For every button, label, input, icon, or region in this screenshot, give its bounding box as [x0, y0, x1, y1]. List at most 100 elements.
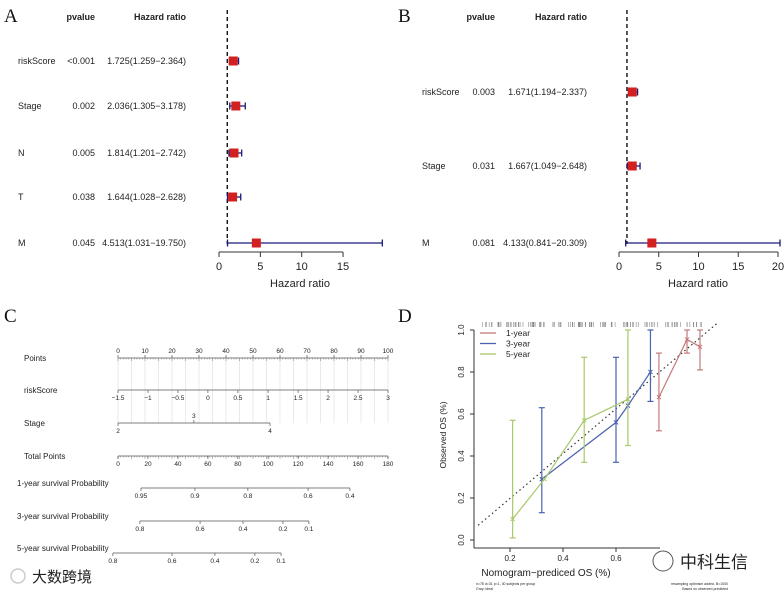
nomogram-tick-label: 100 — [263, 461, 274, 468]
panel-letter-b: B — [398, 6, 411, 27]
x-tick-label: 0 — [616, 261, 622, 273]
x-tick-label: 0.4 — [557, 554, 569, 563]
nomogram-row-label: Points — [24, 354, 46, 363]
panel-letter-c: C — [4, 306, 17, 327]
y-tick-label: 0.6 — [457, 408, 466, 420]
nomogram-tick-label: 20 — [168, 348, 176, 355]
row-hazard-ratio: 4.513(1.031−19.750) — [102, 238, 186, 248]
point-marker — [510, 516, 516, 522]
nomogram-tick-label: 0.6 — [196, 526, 205, 533]
footnote: Based on observed-predicted — [682, 587, 728, 591]
legend-label: 3-year — [506, 339, 530, 349]
x-axis-label: Hazard ratio — [668, 278, 728, 290]
row-hazard-ratio: 1.644(1.028−2.628) — [107, 192, 186, 202]
x-tick-label: 0.2 — [504, 554, 516, 563]
nomogram-tick-label: −0.5 — [172, 395, 185, 402]
point-marker — [648, 369, 653, 375]
nomogram-tick-label: 50 — [249, 348, 257, 355]
nomogram-tick-label: 0.5 — [233, 395, 242, 402]
header-pvalue: pvalue — [66, 12, 95, 22]
y-tick-label: 0.0 — [457, 534, 466, 546]
watermark-logo-icon — [10, 568, 26, 584]
point-marker — [697, 344, 703, 350]
nomogram-row-label: 3-year survival Probability — [17, 512, 109, 521]
panel-letter-a: A — [4, 6, 18, 27]
row-pvalue: 0.038 — [72, 192, 95, 202]
footnote: n=78 d=31 p=1, 30 subjects per group — [476, 582, 535, 586]
nomogram-tick-label: 70 — [303, 348, 311, 355]
header-hazard-ratio: Hazard ratio — [134, 12, 187, 22]
nomogram-tick-label: 80 — [330, 348, 338, 355]
nomogram-tick-label: 60 — [276, 348, 284, 355]
nomogram-tick-label: 3 — [192, 413, 196, 420]
row-label: Stage — [422, 161, 446, 171]
nomogram-tick-label: 30 — [195, 348, 203, 355]
x-tick-label: 5 — [656, 261, 662, 273]
nomogram-tick-label: 0.6 — [304, 493, 313, 500]
nomogram-row-label: 1-year survival Probability — [17, 479, 109, 488]
series-line-1-year — [658, 338, 701, 398]
nomogram-tick-label: 0.9 — [190, 493, 199, 500]
point-marker — [625, 396, 631, 402]
nomogram-tick-label: 80 — [234, 461, 242, 468]
nomogram-tick-label: 0.8 — [135, 526, 144, 533]
x-tick-label: 10 — [296, 261, 308, 273]
nomogram-tick-label: 2.5 — [354, 395, 363, 402]
nomogram-tick-label: 0.2 — [278, 526, 287, 533]
nomogram-tick-label: −1.5 — [112, 395, 125, 402]
row-pvalue: 0.003 — [472, 87, 495, 97]
row-pvalue: 0.031 — [472, 161, 495, 171]
y-tick-label: 0.4 — [457, 450, 466, 462]
point-marker — [581, 417, 587, 423]
legend-label: 1-year — [506, 328, 530, 338]
nomogram-tick-label: 0.1 — [277, 558, 286, 565]
nomogram-tick-label: 0.1 — [304, 526, 313, 533]
footnote: Gray: ideal — [476, 587, 493, 591]
hr-box — [231, 101, 241, 111]
row-hazard-ratio: 4.133(0.841−20.309) — [503, 238, 587, 248]
x-tick-label: 0.6 — [610, 554, 622, 563]
hr-box — [251, 238, 261, 248]
row-label: riskScore — [422, 87, 460, 97]
nomogram-tick-label: 0.8 — [243, 493, 252, 500]
point-marker — [542, 476, 547, 482]
nomogram-tick-label: −1 — [144, 395, 152, 402]
nomogram-tick-label: 2 — [116, 428, 120, 435]
x-tick-label: 0 — [216, 261, 222, 273]
point-marker — [656, 394, 662, 400]
row-label: M — [422, 238, 430, 248]
row-label: M — [18, 238, 26, 248]
row-pvalue: 0.002 — [72, 101, 95, 111]
nomogram-tick-label: 120 — [293, 461, 304, 468]
nomogram-tick-label: 1.5 — [294, 395, 303, 402]
hr-box — [627, 87, 637, 97]
nomogram-tick-label: 0.2 — [250, 558, 259, 565]
row-hazard-ratio: 1.667(1.049−2.648) — [508, 161, 587, 171]
row-hazard-ratio: 1.725(1.259−2.364) — [107, 56, 186, 66]
nomogram-tick-label: 0.4 — [345, 493, 354, 500]
nomogram-tick-label: 4 — [268, 428, 272, 435]
hr-box — [228, 56, 238, 66]
x-tick-label: 10 — [692, 261, 704, 273]
nomogram-tick-label: 0.6 — [167, 558, 176, 565]
y-tick-label: 1.0 — [457, 324, 466, 336]
nomogram-tick-label: 3 — [386, 395, 390, 402]
panel-letter-d: D — [398, 306, 412, 327]
row-label: N — [18, 148, 25, 158]
nomogram-tick-label: 40 — [222, 348, 230, 355]
x-tick-label: 15 — [732, 261, 744, 273]
point-marker — [684, 337, 690, 342]
nomogram-row-label: Total Points — [24, 452, 65, 461]
nomogram-tick-label: 160 — [353, 461, 364, 468]
watermark-wechat-icon — [652, 550, 674, 572]
nomogram-tick-label: 0.4 — [238, 526, 247, 533]
hr-box — [647, 238, 657, 248]
row-pvalue: 0.045 — [72, 238, 95, 248]
y-tick-label: 0.2 — [457, 492, 466, 504]
row-pvalue: <0.001 — [67, 56, 95, 66]
nomogram-tick-label: 2 — [326, 395, 330, 402]
nomogram-row-label: Stage — [24, 419, 45, 428]
x-axis-label: Nomogram−prediced OS (%) — [481, 568, 610, 579]
nomogram-tick-label: 180 — [383, 461, 394, 468]
